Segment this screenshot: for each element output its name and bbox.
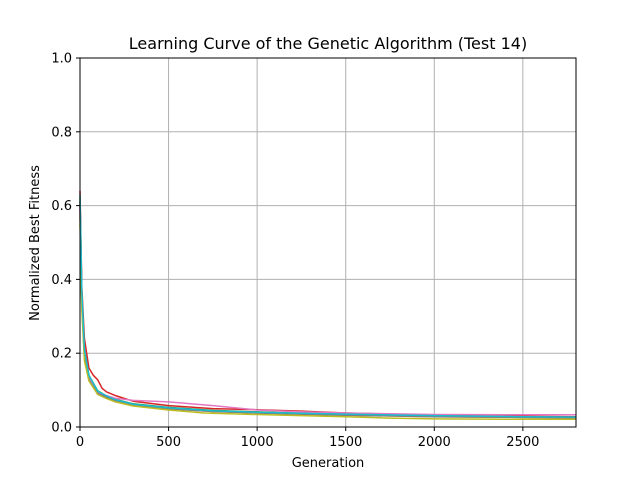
series-line-4 [79,190,577,418]
y-axis-label: Normalized Best Fitness [28,165,43,321]
series-line-2 [79,212,577,419]
x-tick-label: 2500 [506,435,539,450]
series-line-6 [79,201,577,419]
x-tick-label: 2000 [418,435,451,450]
series-line-10 [79,194,577,418]
series-line-8 [79,216,577,419]
y-tick-label: 1.0 [51,52,72,67]
grid [79,57,576,428]
axis-ticks: 0 500 1000 1500 2000 2500 0.0 0.2 0.4 0.6 0.8 1.0 [51,52,539,451]
series-line-5 [79,209,577,419]
x-axis-label: Generation [292,456,365,471]
y-tick-label: 0.8 [51,125,72,140]
y-tick-label: 0.2 [51,347,72,362]
x-tick-label: 1000 [241,435,274,450]
chart-title: Learning Curve of the Genetic Algorithm … [129,34,527,53]
series-line-9 [79,223,576,421]
series-lines [79,190,577,421]
series-line-3 [79,198,577,418]
x-tick-label: 500 [156,435,181,450]
x-tick-label: 1500 [329,435,362,450]
y-tick-label: 0.0 [51,421,72,436]
y-tick-label: 0.6 [51,199,72,214]
series-line-7 [79,205,576,416]
plot-frame [79,57,577,428]
y-tick-label: 0.4 [51,273,72,288]
series-line-1 [79,205,577,419]
x-tick-label: 0 [76,435,84,450]
